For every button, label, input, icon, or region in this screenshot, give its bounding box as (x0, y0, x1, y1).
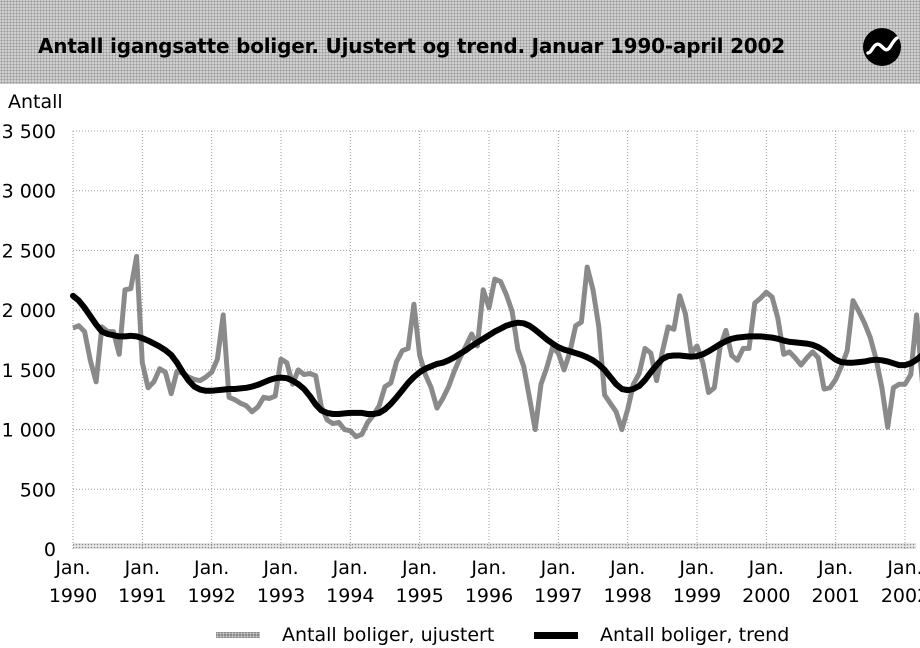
y-tick-label: 500 (20, 479, 56, 501)
x-tick-month: Jan. (401, 557, 437, 579)
y-tick-label: 1 500 (2, 360, 56, 382)
x-tick-year: 1996 (465, 585, 513, 607)
x-tick-month: Jan. (54, 557, 90, 579)
chart-title: Antall igangsatte boliger. Ujustert og t… (38, 34, 785, 58)
x-tick-month: Jan. (193, 557, 229, 579)
x-tick-month: Jan. (817, 557, 853, 579)
x-tick-month: Jan. (540, 557, 576, 579)
x-tick-month: Jan. (332, 557, 368, 579)
line-chart: 0 500 1 000 1 500 2 000 2 500 3 000 3 500 Jan. 1… (2, 91, 920, 607)
x-tick-month: Jan. (124, 557, 160, 579)
x-tick-year: 1990 (49, 585, 97, 607)
y-tick-label: 3 500 (2, 121, 56, 143)
x-tick-month: Jan. (262, 557, 298, 579)
y-tick-label: 1 000 (2, 420, 56, 442)
title-bar: Antall igangsatte boliger. Ujustert og t… (0, 0, 920, 84)
x-tick-year: 1994 (326, 585, 374, 607)
x-tick-year: 1993 (257, 585, 305, 607)
legend-swatch-raw (216, 632, 260, 638)
ssb-wave-icon (863, 28, 901, 66)
legend-item-trend: Antall boliger, trend (534, 624, 789, 646)
x-tick-month: Jan. (470, 557, 506, 579)
y-tick-label: 3 000 (2, 181, 56, 203)
legend-item-raw: Antall boliger, ujustert (216, 624, 494, 646)
x-tick-year: 2002 (881, 585, 920, 607)
y-tick-label: 2 000 (2, 300, 56, 322)
x-tick-month: Jan. (886, 557, 920, 579)
x-tick-year: 1992 (187, 585, 235, 607)
legend-label-trend: Antall boliger, trend (600, 624, 790, 646)
x-tick-month: Jan. (678, 557, 714, 579)
x-tick-year: 1995 (395, 585, 443, 607)
chart-legend: Antall boliger, ujustert Antall boliger,… (0, 620, 920, 648)
legend-swatch-trend (534, 631, 578, 639)
y-tick-label: 2 500 (2, 240, 56, 262)
series-line-trend (70, 292, 920, 417)
x-tick-year: 2001 (811, 585, 859, 607)
y-tick-label: 0 (44, 539, 56, 561)
legend-label-raw: Antall boliger, ujustert (282, 624, 495, 646)
x-tick-month: Jan. (748, 557, 784, 579)
x-tick-month: Jan. (609, 557, 645, 579)
x-tick-year: 1997 (534, 585, 582, 607)
y-axis-label: Antall (8, 91, 63, 113)
series-line-raw (72, 253, 920, 440)
x-tick-year: 1991 (118, 585, 166, 607)
zero-band (73, 543, 916, 549)
x-tick-year: 1998 (603, 585, 651, 607)
x-tick-year: 2000 (742, 585, 790, 607)
x-tick-year: 1999 (673, 585, 721, 607)
